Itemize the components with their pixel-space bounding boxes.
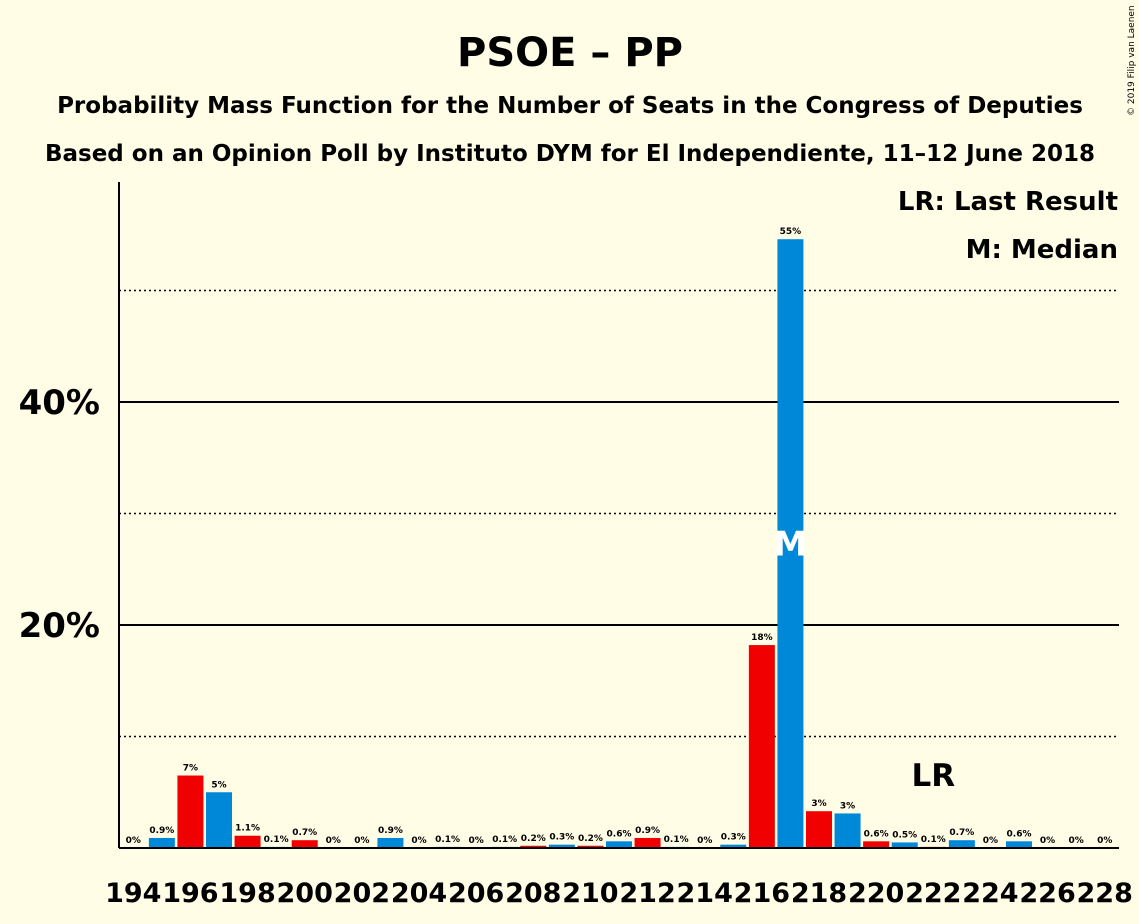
bars [148, 239, 1032, 848]
bar-seats-217 [777, 239, 804, 848]
bar-label-219: 3% [840, 801, 855, 811]
bar-seats-211 [606, 841, 632, 848]
bar-seats-210 [577, 845, 604, 848]
bar-label-196: 7% [183, 764, 198, 774]
bar-seats-195 [148, 837, 175, 848]
bar-label-199: 0.1% [264, 835, 289, 845]
x-tick-label-196: 196 [162, 878, 218, 909]
bar-label-224: 0% [983, 836, 998, 846]
x-tick-label-200: 200 [277, 878, 333, 909]
x-tick-label-222: 222 [905, 878, 961, 909]
bar-label-222: 0.1% [921, 835, 946, 845]
bar-seats-209 [548, 844, 575, 848]
bar-label-220: 0.6% [864, 829, 889, 839]
x-tick-label-208: 208 [505, 878, 561, 909]
x-tick-label-204: 204 [391, 878, 447, 909]
x-tick-label-218: 218 [791, 878, 847, 909]
bar-label-228: 0% [1097, 836, 1112, 846]
bar-label-204: 0% [411, 836, 426, 846]
bar-label-210: 0.2% [578, 834, 603, 844]
bar-labels: 0%0.9%7%5%1.1%0.1%0.7%0% 0%0.9%0% 0.1% 0% 0.… [126, 227, 1113, 846]
bar-label-203: 0.9% [378, 826, 403, 836]
bar-label-216: 18% [751, 633, 773, 643]
bar-seats-216 [748, 645, 775, 848]
bar-seats-196 [177, 775, 204, 848]
x-tick-label-194: 194 [105, 878, 161, 909]
bar-label-223: 0.7% [949, 828, 974, 838]
bar-label-209: 0.3% [549, 833, 574, 843]
bar-label-218: 3% [811, 799, 826, 809]
bar-seats-200 [291, 840, 318, 848]
x-tick-label-198: 198 [219, 878, 275, 909]
bar-seats-219 [834, 813, 861, 848]
x-tick-label-214: 214 [677, 878, 733, 909]
bar-label-195: 0.9% [149, 826, 174, 836]
x-tick-label-220: 220 [848, 878, 904, 909]
bar-seats-220 [863, 841, 890, 848]
bar-label-197: 5% [211, 780, 226, 790]
median-marker: M [774, 525, 808, 565]
bar-seats-215 [720, 844, 747, 848]
bar-seats-197 [206, 792, 232, 848]
x-tick-label-206: 206 [448, 878, 504, 909]
bar-label-225: 0.6% [1007, 829, 1032, 839]
bar-label-208: 0.2% [521, 834, 546, 844]
bar-label-198: 1.1% [235, 824, 260, 834]
chart-subtitle-2: Based on an Opinion Poll by Instituto DY… [45, 141, 1095, 167]
bar-seats-218 [806, 811, 832, 848]
x-tick-label-228: 228 [1077, 878, 1133, 909]
bar-label-214: 0% [697, 836, 712, 846]
x-tick-label-202: 202 [334, 878, 390, 909]
gridlines [119, 289, 1119, 738]
bar-seats-203 [377, 837, 404, 848]
x-tick-label-212: 212 [619, 878, 675, 909]
x-tick-label-226: 226 [1019, 878, 1075, 909]
bar-label-201: 0% [326, 836, 341, 846]
x-axis-labels: 194 196 198 200 202 204 206 208 210 212 214 216 218 2… [105, 878, 1133, 909]
y-tick-label-20: 20% [19, 606, 100, 646]
bar-seats-212 [634, 837, 661, 848]
bar-seats-223 [948, 840, 975, 848]
bar-label-227: 0% [1069, 836, 1084, 846]
y-axis-labels: 20% 40% [19, 383, 100, 646]
bar-label-200: 0.7% [292, 828, 317, 838]
last-result-marker: LR [911, 758, 955, 794]
bar-seats-198 [234, 835, 261, 848]
copyright-note: © 2019 Filip van Laenen [1127, 5, 1137, 116]
x-tick-label-210: 210 [562, 878, 618, 909]
bar-label-202: 0% [354, 836, 369, 846]
bar-seats-221 [891, 842, 918, 848]
bar-label-226: 0% [1040, 836, 1055, 846]
bar-label-212: 0.9% [635, 826, 660, 836]
bar-seats-208 [520, 845, 547, 848]
bar-label-194: 0% [126, 836, 141, 846]
bar-seats-225 [1006, 841, 1032, 848]
chart-subtitle-1: Probability Mass Function for the Number… [57, 93, 1083, 119]
bar-label-221: 0.5% [892, 830, 917, 840]
x-tick-label-216: 216 [734, 878, 790, 909]
bar-label-213: 0.1% [664, 835, 689, 845]
bar-label-215: 0.3% [721, 833, 746, 843]
bar-label-206: 0% [469, 836, 484, 846]
bar-label-207: 0.1% [492, 835, 517, 845]
legend-median: M: Median [966, 235, 1118, 265]
bar-label-205: 0.1% [435, 835, 460, 845]
bar-label-211: 0.6% [607, 829, 632, 839]
y-tick-label-40: 40% [19, 383, 100, 423]
x-tick-label-224: 224 [962, 878, 1018, 909]
bar-label-217: 55% [780, 227, 802, 237]
legend-last-result: LR: Last Result [898, 187, 1118, 217]
chart-title: PSOE – PP [457, 30, 683, 76]
